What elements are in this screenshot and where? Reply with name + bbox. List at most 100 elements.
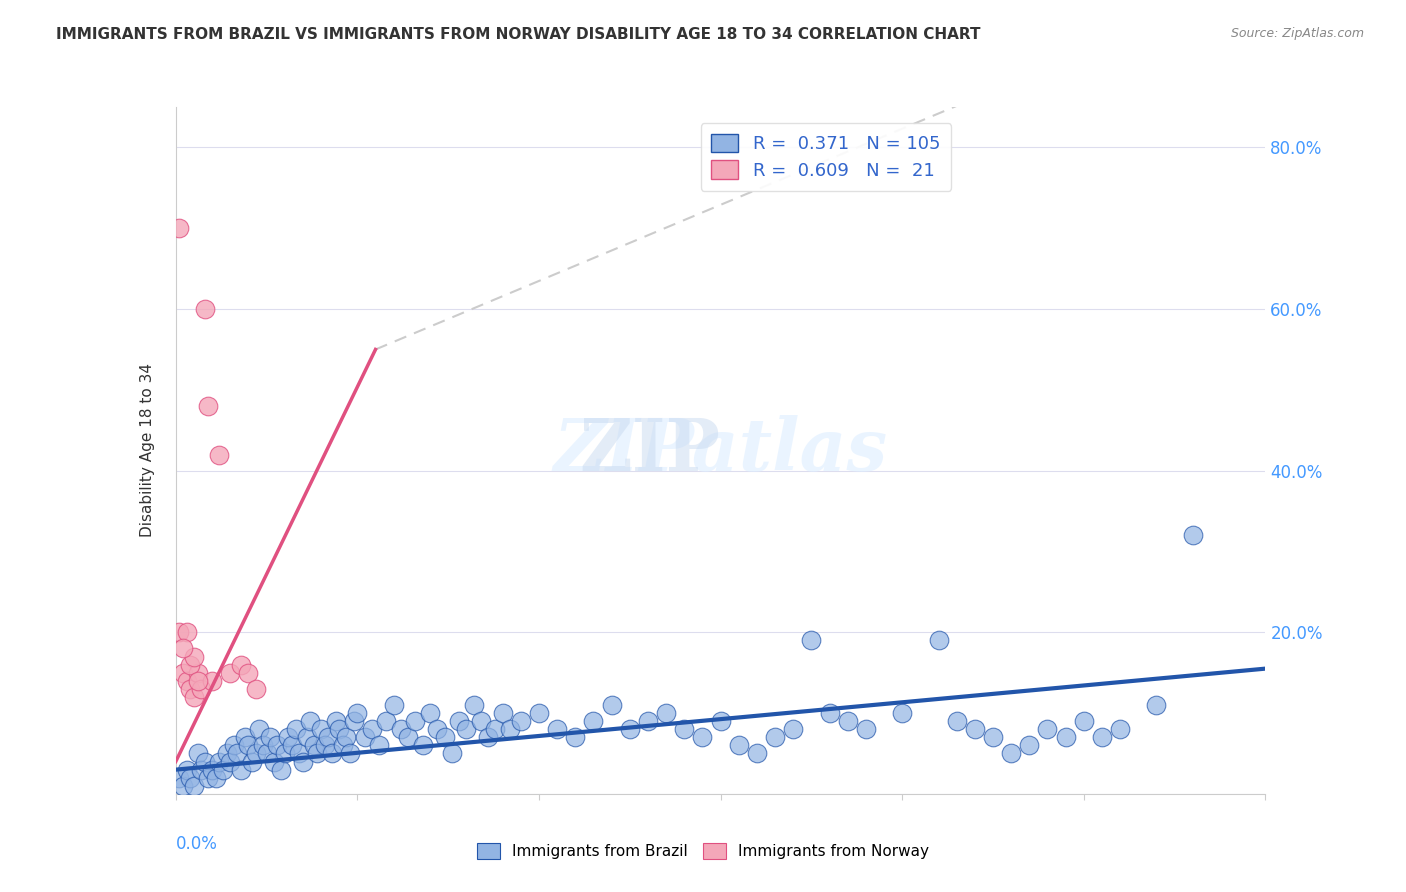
Point — [470, 714, 492, 728]
Point — [527, 706, 550, 720]
Point — [782, 723, 804, 737]
Point — [745, 747, 768, 761]
Point — [176, 673, 198, 688]
Point — [281, 739, 304, 753]
Point — [463, 698, 485, 712]
Text: ZIPatlas: ZIPatlas — [554, 415, 887, 486]
Point — [1054, 731, 1077, 745]
Legend: Immigrants from Brazil, Immigrants from Norway: Immigrants from Brazil, Immigrants from … — [470, 835, 936, 866]
Point — [186, 673, 209, 688]
Point — [238, 739, 260, 753]
Point — [169, 771, 191, 785]
Point — [201, 673, 224, 688]
Point — [231, 763, 253, 777]
Point — [509, 714, 531, 728]
Point — [183, 779, 205, 793]
Point — [346, 706, 368, 720]
Point — [219, 755, 242, 769]
Point — [172, 665, 194, 680]
Point — [194, 301, 217, 316]
Point — [179, 681, 201, 696]
Point — [179, 657, 201, 672]
Point — [375, 714, 398, 728]
Point — [197, 771, 219, 785]
Point — [252, 739, 274, 753]
Point — [447, 714, 470, 728]
Point — [389, 723, 412, 737]
Point — [818, 706, 841, 720]
Point — [259, 731, 281, 745]
Point — [291, 755, 314, 769]
Point — [619, 723, 641, 737]
Point — [1018, 739, 1040, 753]
Point — [492, 706, 515, 720]
Point — [692, 731, 714, 745]
Point — [245, 747, 267, 761]
Point — [477, 731, 499, 745]
Point — [270, 763, 292, 777]
Point — [945, 714, 967, 728]
Point — [343, 714, 366, 728]
Point — [891, 706, 914, 720]
Point — [335, 731, 357, 745]
Point — [484, 723, 506, 737]
Point — [190, 681, 212, 696]
Point — [274, 747, 297, 761]
Point — [382, 698, 405, 712]
Point — [1091, 731, 1114, 745]
Point — [546, 723, 568, 737]
Point — [637, 714, 659, 728]
Point — [339, 747, 361, 761]
Point — [194, 755, 217, 769]
Point — [412, 739, 434, 753]
Point — [321, 747, 343, 761]
Text: ZIP: ZIP — [579, 415, 720, 486]
Point — [169, 221, 191, 235]
Point — [440, 747, 463, 761]
Point — [222, 739, 245, 753]
Point — [582, 714, 605, 728]
Point — [1181, 528, 1204, 542]
Point — [226, 747, 249, 761]
Point — [245, 681, 267, 696]
Point — [277, 731, 299, 745]
Point — [564, 731, 586, 745]
Point — [1036, 723, 1059, 737]
Point — [419, 706, 441, 720]
Point — [353, 731, 375, 745]
Point — [266, 739, 288, 753]
Point — [179, 771, 201, 785]
Point — [837, 714, 859, 728]
Point — [219, 665, 242, 680]
Point — [763, 731, 786, 745]
Y-axis label: Disability Age 18 to 34: Disability Age 18 to 34 — [141, 363, 155, 538]
Point — [302, 739, 325, 753]
Point — [332, 739, 354, 753]
Point — [1073, 714, 1095, 728]
Point — [710, 714, 733, 728]
Point — [233, 731, 256, 745]
Point — [673, 723, 696, 737]
Point — [855, 723, 877, 737]
Point — [169, 625, 191, 640]
Point — [963, 723, 986, 737]
Point — [212, 763, 235, 777]
Point — [204, 771, 226, 785]
Point — [318, 731, 340, 745]
Point — [172, 779, 194, 793]
Point — [299, 714, 322, 728]
Point — [231, 657, 253, 672]
Point — [1109, 723, 1132, 737]
Point — [309, 723, 332, 737]
Point — [1000, 747, 1022, 761]
Point — [328, 723, 350, 737]
Point — [981, 731, 1004, 745]
Text: 0.0%: 0.0% — [176, 835, 218, 853]
Point — [183, 649, 205, 664]
Point — [176, 625, 198, 640]
Point — [284, 723, 307, 737]
Point — [727, 739, 749, 753]
Point — [238, 665, 260, 680]
Point — [1146, 698, 1168, 712]
Legend: R =  0.371   N = 105, R =  0.609   N =  21: R = 0.371 N = 105, R = 0.609 N = 21 — [700, 123, 952, 191]
